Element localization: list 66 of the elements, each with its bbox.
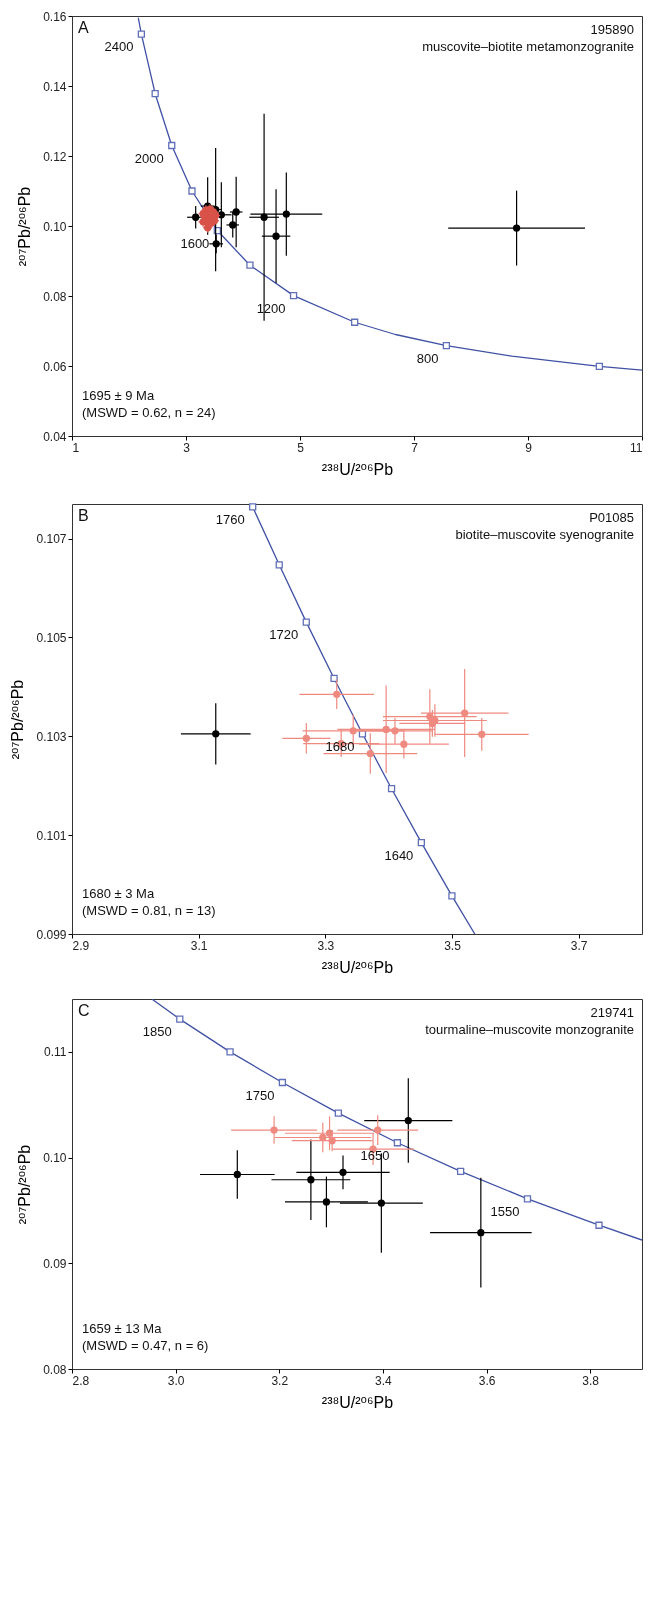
x-tick-label: 9: [525, 440, 533, 455]
y-tick-label: 0.16: [43, 9, 67, 24]
y-tick-label: 0.14: [43, 79, 67, 94]
x-tick-label: 3.2: [271, 1373, 289, 1388]
annotation: 800: [416, 350, 439, 366]
annotation: 1750: [245, 1087, 275, 1103]
y-tick-label: 0.12: [43, 149, 67, 164]
y-tick-label: 0.101: [36, 828, 67, 843]
y-tick-label: 0.107: [36, 532, 67, 547]
y-tick-label: 0.099: [36, 927, 67, 942]
x-tick-label: 2.8: [72, 1373, 90, 1388]
annotation: 1695 ± 9 Ma: [82, 388, 155, 403]
annotation: 1850: [142, 1024, 172, 1040]
y-axis-title: ²⁰⁷Pb/²⁰⁶Pb: [9, 679, 27, 760]
annotation: 1600: [180, 235, 210, 251]
x-tick-label: 3.5: [444, 938, 462, 953]
x-tick-label: 1: [72, 440, 80, 455]
annotation: 2000: [134, 150, 164, 166]
y-axis-title: ²⁰⁷Pb/²⁰⁶Pb: [16, 186, 34, 267]
y-tick-label: 0.103: [36, 729, 67, 744]
annotation: tourmaline–muscovite monzogranite: [425, 1022, 634, 1037]
x-tick-label: 3.6: [478, 1373, 496, 1388]
annotation: (MSWD = 0.47, n = 6): [82, 1338, 209, 1353]
annotation: 1720: [269, 627, 299, 643]
annotation: 1650: [360, 1147, 390, 1163]
x-tick-label: 3.1: [190, 938, 208, 953]
annotation: biotite–muscovite syenogranite: [455, 527, 634, 542]
x-tick-label: 2.9: [72, 938, 90, 953]
x-tick-label: 3: [183, 440, 191, 455]
annotation: 1659 ± 13 Ma: [82, 1321, 163, 1336]
x-tick-label: 3.3: [317, 938, 335, 953]
annotation: 1760: [215, 511, 245, 527]
y-tick-label: 0.08: [43, 1362, 67, 1377]
y-tick-label: 0.06: [43, 359, 67, 374]
chart-title: B: [78, 507, 89, 524]
y-axis-title: ²⁰⁷Pb/²⁰⁶Pb: [16, 1144, 34, 1225]
annotation: 1680: [325, 738, 355, 754]
annotation: (MSWD = 0.62, n = 24): [82, 405, 216, 420]
annotation: 219741: [590, 1005, 634, 1020]
y-tick-label: 0.08: [43, 289, 67, 304]
y-tick-label: 0.10: [43, 219, 67, 234]
annotation: 1680 ± 3 Ma: [82, 886, 155, 901]
y-tick-label: 0.10: [43, 1151, 67, 1166]
annotation: (MSWD = 0.81, n = 13): [82, 903, 216, 918]
x-tick-label: 3.7: [570, 938, 588, 953]
x-tick-label: 7: [411, 440, 419, 455]
x-tick-label: 3.4: [375, 1373, 393, 1388]
x-axis-title: ²³⁸U/²⁰⁶Pb: [321, 460, 394, 478]
annotation: P01085: [589, 510, 634, 525]
y-tick-label: 0.04: [43, 429, 67, 444]
annotation: 1640: [384, 847, 414, 863]
x-tick-label: 3.8: [582, 1373, 600, 1388]
y-tick-label: 0.105: [36, 630, 67, 645]
chart-title: A: [78, 19, 89, 36]
chart-title: C: [78, 1002, 90, 1019]
x-axis-title: ²³⁸U/²⁰⁶Pb: [321, 958, 394, 976]
annotation: 195890: [590, 22, 634, 37]
y-tick-label: 0.11: [44, 1045, 67, 1060]
x-tick-label: 3.0: [167, 1373, 185, 1388]
x-tick-label: 11: [630, 440, 643, 455]
x-axis-title: ²³⁸U/²⁰⁶Pb: [321, 1393, 394, 1411]
annotation: 1550: [490, 1203, 520, 1219]
x-tick-label: 5: [297, 440, 305, 455]
annotation: 2400: [104, 39, 134, 55]
y-tick-label: 0.09: [43, 1256, 67, 1271]
annotation: muscovite–biotite metamonzogranite: [422, 39, 634, 54]
